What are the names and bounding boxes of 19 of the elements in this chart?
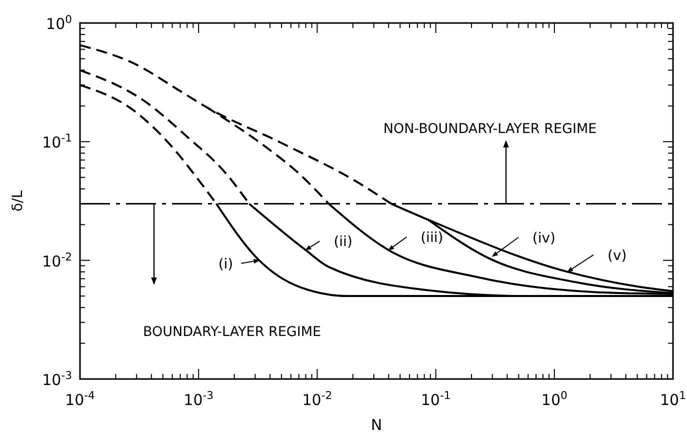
x-tick-label: 10$^{-4}$ (65, 388, 96, 409)
x-tick-label: 10$^{0}$ (541, 388, 568, 409)
y-tick-label: 10$^{-1}$ (42, 131, 72, 152)
annotation: NON-BOUNDARY-LAYER REGIME (383, 121, 597, 137)
x-tick-label: 10$^{-2}$ (302, 388, 332, 409)
x-tick-label: 10$^{1}$ (660, 388, 686, 409)
x-tick-label: 10$^{-3}$ (184, 388, 214, 409)
x-axis-title: N (370, 416, 382, 434)
y-tick-label: 10$^{0}$ (46, 12, 72, 33)
y-tick-label: 10$^{-3}$ (42, 368, 72, 389)
annotation: (ii) (334, 234, 352, 250)
annotation: (v) (608, 248, 627, 264)
annotation: BOUNDARY-LAYER REGIME (142, 324, 322, 340)
annotation: (iii) (420, 230, 444, 246)
y-tick-label: 10$^{-2}$ (42, 250, 72, 270)
annotation: (i) (218, 256, 234, 272)
y-axis-title: δ/L (10, 190, 26, 212)
annotation: (iv) (532, 230, 556, 246)
x-tick-label: 10$^{-1}$ (420, 388, 451, 409)
